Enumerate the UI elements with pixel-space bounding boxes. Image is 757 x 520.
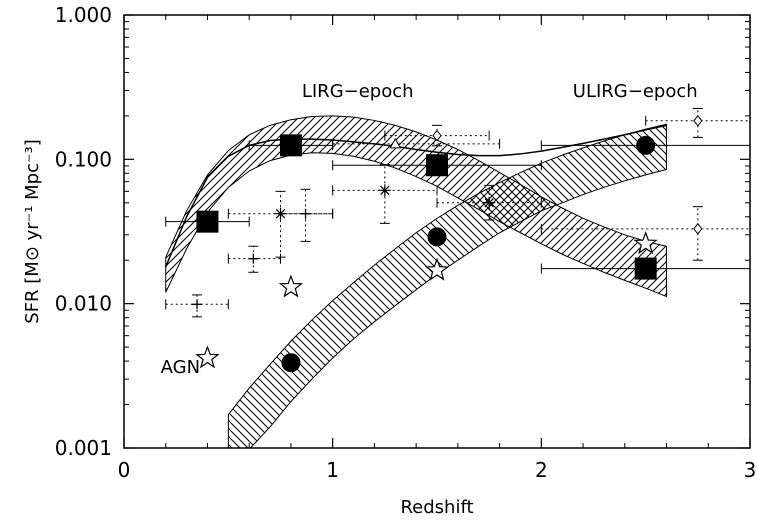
uncertainty-band-2 xyxy=(227,123,668,448)
x-tick-label-1: 1 xyxy=(326,458,339,482)
y-tick-label-2: 0.100 xyxy=(55,147,112,171)
plot-frame xyxy=(123,14,751,449)
filled-square-point-4 xyxy=(634,257,657,280)
open-star-point-2 xyxy=(278,274,304,298)
filled-square-point-3 xyxy=(426,154,448,177)
y-tick-label-3: 1.000 xyxy=(55,3,112,27)
filled-square-point-1 xyxy=(196,210,219,233)
plus-point-3 xyxy=(300,208,311,219)
annotations: LIRG−epoch ULIRG−epoch AGN xyxy=(161,81,698,378)
filled-circle-point-2 xyxy=(427,227,447,247)
annotation-2: ULIRG−epoch xyxy=(573,81,698,102)
y-tick-label-0: 0.001 xyxy=(55,436,112,460)
uncertainty-bands xyxy=(165,115,668,448)
x-tick-label-0: 0 xyxy=(118,458,131,482)
open-triangle-point-1 xyxy=(389,137,402,149)
filled-square-point-2 xyxy=(279,134,302,157)
x-tick-label-3: 3 xyxy=(744,458,757,482)
filled-circle-point-3 xyxy=(636,135,656,155)
y-tick-label-1: 0.010 xyxy=(55,292,112,316)
plus-point-1 xyxy=(192,299,203,310)
plus-point-2 xyxy=(248,253,259,264)
y-axis-label: SFR [M⊙ yr⁻¹ Mpc⁻³] xyxy=(22,139,43,323)
data-markers xyxy=(192,114,703,373)
filled-circle-point-1 xyxy=(281,353,301,373)
open-diamond-point-3 xyxy=(693,223,703,235)
x-tick-label-2: 2 xyxy=(535,458,548,482)
annotation-3: AGN xyxy=(161,357,200,378)
open-diamond-point-2 xyxy=(693,114,703,127)
open-star-point-3 xyxy=(424,257,450,281)
open-star-point-4 xyxy=(633,231,658,255)
annotation-1: LIRG−epoch xyxy=(302,81,414,102)
open-star-point-1 xyxy=(195,345,220,369)
x-axis-label: Redshift xyxy=(400,497,473,518)
asterisk-point-1 xyxy=(274,207,287,220)
axes: 0 1 2 3 0.001 0.010 0.100 1.000 Redshift SFR [M⊙ … xyxy=(22,3,756,518)
asterisk-point-2 xyxy=(378,184,391,197)
uncertainty-band-1 xyxy=(165,115,668,298)
open-diamond-point-1 xyxy=(432,129,442,142)
asterisk-point-3 xyxy=(483,196,496,209)
